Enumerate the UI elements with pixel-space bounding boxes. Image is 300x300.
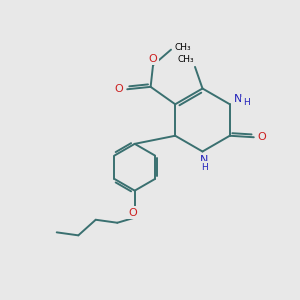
Text: O: O [114, 84, 123, 94]
Text: O: O [128, 208, 137, 218]
Text: H: H [201, 163, 207, 172]
Text: O: O [258, 132, 267, 142]
Text: O: O [148, 54, 158, 64]
Text: N: N [200, 155, 208, 165]
Text: H: H [243, 98, 250, 107]
Text: N: N [234, 94, 242, 104]
Text: CH₃: CH₃ [177, 55, 194, 64]
Text: CH₃: CH₃ [174, 43, 191, 52]
